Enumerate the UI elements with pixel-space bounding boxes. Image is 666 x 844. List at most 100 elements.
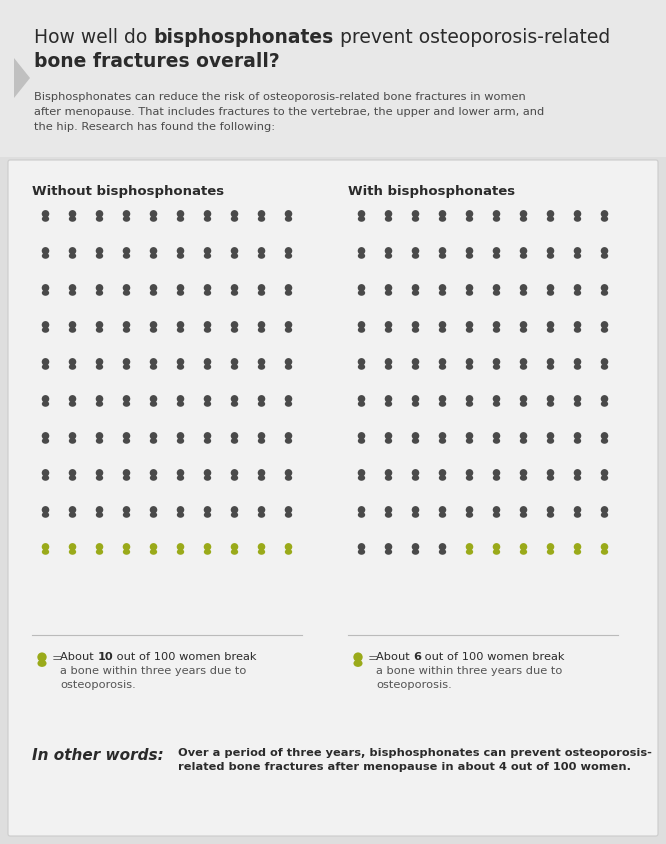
- Ellipse shape: [258, 254, 265, 259]
- Circle shape: [573, 544, 581, 551]
- Ellipse shape: [96, 512, 103, 518]
- Text: bone fractures overall?: bone fractures overall?: [34, 52, 280, 71]
- Ellipse shape: [412, 217, 419, 223]
- Ellipse shape: [493, 475, 500, 481]
- Ellipse shape: [439, 475, 446, 481]
- Ellipse shape: [601, 549, 608, 555]
- Circle shape: [69, 284, 77, 292]
- Circle shape: [601, 396, 608, 403]
- Circle shape: [42, 322, 49, 329]
- Circle shape: [123, 248, 131, 256]
- Circle shape: [123, 544, 131, 551]
- Ellipse shape: [96, 217, 103, 223]
- Ellipse shape: [385, 402, 392, 408]
- Ellipse shape: [439, 327, 446, 333]
- Circle shape: [358, 359, 365, 366]
- Ellipse shape: [150, 475, 157, 481]
- Ellipse shape: [466, 290, 473, 296]
- Circle shape: [123, 506, 131, 514]
- Ellipse shape: [123, 290, 130, 296]
- Ellipse shape: [258, 402, 265, 408]
- Circle shape: [258, 211, 265, 219]
- Ellipse shape: [547, 402, 554, 408]
- Circle shape: [493, 433, 500, 440]
- Ellipse shape: [574, 512, 581, 518]
- Circle shape: [42, 284, 49, 292]
- Circle shape: [547, 469, 554, 477]
- Ellipse shape: [385, 549, 392, 555]
- Text: out of 100 women break: out of 100 women break: [422, 652, 565, 661]
- Circle shape: [519, 396, 527, 403]
- Circle shape: [204, 396, 211, 403]
- Ellipse shape: [385, 217, 392, 223]
- Circle shape: [573, 322, 581, 329]
- Circle shape: [123, 469, 131, 477]
- Ellipse shape: [42, 402, 49, 408]
- Ellipse shape: [96, 254, 103, 259]
- Circle shape: [96, 469, 103, 477]
- Ellipse shape: [493, 439, 500, 444]
- Circle shape: [385, 284, 392, 292]
- Circle shape: [412, 396, 420, 403]
- Ellipse shape: [258, 365, 265, 371]
- Circle shape: [439, 396, 446, 403]
- Ellipse shape: [123, 439, 130, 444]
- Circle shape: [358, 284, 365, 292]
- Ellipse shape: [493, 512, 500, 518]
- Circle shape: [258, 506, 265, 514]
- Ellipse shape: [96, 365, 103, 371]
- Circle shape: [42, 544, 49, 551]
- Circle shape: [412, 322, 420, 329]
- Ellipse shape: [69, 439, 76, 444]
- Ellipse shape: [123, 475, 130, 481]
- Ellipse shape: [177, 512, 184, 518]
- Ellipse shape: [150, 365, 157, 371]
- Circle shape: [385, 544, 392, 551]
- Circle shape: [258, 322, 265, 329]
- Circle shape: [150, 359, 157, 366]
- Circle shape: [354, 652, 363, 662]
- Ellipse shape: [412, 290, 419, 296]
- Ellipse shape: [177, 254, 184, 259]
- Circle shape: [466, 396, 474, 403]
- Ellipse shape: [96, 290, 103, 296]
- Circle shape: [466, 359, 474, 366]
- Ellipse shape: [520, 402, 527, 408]
- Ellipse shape: [466, 549, 473, 555]
- Ellipse shape: [69, 549, 76, 555]
- Ellipse shape: [204, 402, 211, 408]
- Ellipse shape: [412, 254, 419, 259]
- Ellipse shape: [439, 512, 446, 518]
- Circle shape: [123, 284, 131, 292]
- Ellipse shape: [231, 439, 238, 444]
- Circle shape: [573, 211, 581, 219]
- Circle shape: [176, 506, 184, 514]
- Ellipse shape: [439, 402, 446, 408]
- Circle shape: [123, 433, 131, 440]
- Ellipse shape: [96, 402, 103, 408]
- Ellipse shape: [258, 549, 265, 555]
- Circle shape: [204, 359, 211, 366]
- Ellipse shape: [231, 549, 238, 555]
- Ellipse shape: [466, 475, 473, 481]
- Ellipse shape: [42, 549, 49, 555]
- Ellipse shape: [42, 439, 49, 444]
- Ellipse shape: [285, 254, 292, 259]
- Circle shape: [547, 248, 554, 256]
- Circle shape: [258, 469, 265, 477]
- Circle shape: [176, 544, 184, 551]
- Circle shape: [204, 544, 211, 551]
- Ellipse shape: [231, 217, 238, 223]
- Circle shape: [493, 284, 500, 292]
- Circle shape: [230, 544, 238, 551]
- Ellipse shape: [285, 549, 292, 555]
- Circle shape: [285, 506, 292, 514]
- Text: a bone within three years due to: a bone within three years due to: [376, 665, 562, 675]
- Circle shape: [150, 322, 157, 329]
- Circle shape: [176, 433, 184, 440]
- Ellipse shape: [412, 327, 419, 333]
- Ellipse shape: [123, 549, 130, 555]
- Circle shape: [258, 248, 265, 256]
- Circle shape: [96, 506, 103, 514]
- Ellipse shape: [385, 365, 392, 371]
